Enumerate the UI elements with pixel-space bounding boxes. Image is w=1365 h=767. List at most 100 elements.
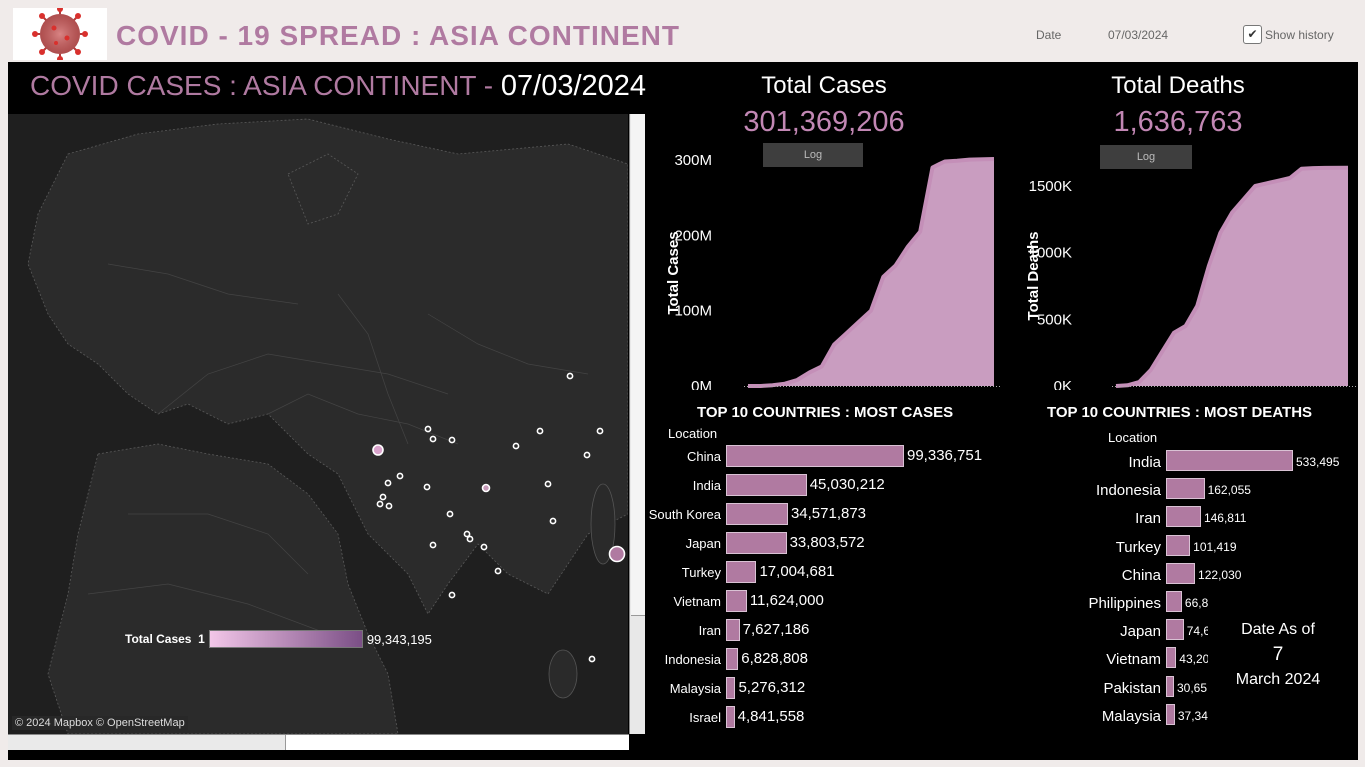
- date-as-of-month-year: March 2024: [1235, 671, 1321, 688]
- map-point[interactable]: [423, 483, 431, 491]
- bar[interactable]: [726, 561, 757, 583]
- map-point-turkey[interactable]: [372, 444, 384, 456]
- bar-value-label: 533,495: [1296, 455, 1340, 469]
- bar-value-label: 30,65: [1177, 680, 1208, 695]
- map-point[interactable]: [549, 517, 557, 525]
- map-point[interactable]: [448, 436, 456, 444]
- bar[interactable]: [726, 445, 904, 467]
- show-history-toggle[interactable]: ✔ Show history: [1243, 25, 1334, 44]
- map-point[interactable]: [466, 535, 474, 543]
- bar-category-label: Israel: [689, 710, 721, 725]
- map-point[interactable]: [396, 472, 404, 480]
- cases-log-scale-button[interactable]: Log: [763, 143, 863, 167]
- date-filter-value[interactable]: 07/03/2024: [1108, 28, 1169, 42]
- map-point[interactable]: [588, 655, 596, 663]
- map-point[interactable]: [566, 372, 574, 380]
- bar[interactable]: [726, 706, 735, 728]
- map-case-points: [372, 372, 626, 663]
- map-color-legend: Total Cases 1 99,343,195: [125, 630, 432, 648]
- y-axis-title: Total Deaths: [1025, 232, 1042, 321]
- bar[interactable]: [1166, 534, 1191, 556]
- bar-row[interactable]: Israel 4,841,558: [644, 706, 1004, 730]
- bar[interactable]: [1166, 450, 1293, 471]
- map-point[interactable]: [376, 500, 384, 508]
- bar-row[interactable]: Philippines 66,8: [1043, 591, 1365, 615]
- bar[interactable]: [726, 619, 740, 641]
- asia-map[interactable]: Total Cases 1 99,343,195 © 2024 Mapbox ©…: [8, 114, 628, 734]
- horizontal-scroll-thumb[interactable]: [8, 735, 286, 750]
- map-point[interactable]: [583, 451, 591, 459]
- bar[interactable]: [726, 503, 788, 525]
- map-point[interactable]: [424, 425, 432, 433]
- bar[interactable]: [726, 677, 736, 699]
- bar-row[interactable]: Japan 74,6: [1043, 619, 1365, 643]
- map-point[interactable]: [494, 567, 502, 575]
- map-horizontal-scrollbar[interactable]: [8, 734, 629, 750]
- map-attribution[interactable]: © 2024 Mapbox © OpenStreetMap: [12, 716, 188, 730]
- map-point-iran[interactable]: [481, 483, 491, 493]
- bar-row[interactable]: India 533,495: [1043, 450, 1365, 474]
- map-vertical-scrollbar[interactable]: [629, 114, 645, 734]
- map-point[interactable]: [448, 591, 456, 599]
- map-point[interactable]: [512, 442, 520, 450]
- map-point[interactable]: [429, 435, 437, 443]
- legend-label: Total Cases: [125, 632, 192, 646]
- area-series[interactable]: [1116, 167, 1348, 386]
- bar-row[interactable]: Malaysia 5,276,312: [644, 677, 1004, 701]
- map-point[interactable]: [385, 502, 393, 510]
- map-point[interactable]: [463, 530, 471, 538]
- bar[interactable]: [726, 474, 807, 496]
- map-point[interactable]: [384, 479, 392, 487]
- bar-row[interactable]: Vietnam 43,20: [1043, 647, 1365, 671]
- map-point[interactable]: [596, 427, 604, 435]
- bar-category-label: Iran: [1135, 510, 1161, 528]
- bar-row[interactable]: Iran 146,811: [1043, 506, 1365, 530]
- bar-row[interactable]: Japan 33,803,572: [644, 532, 1004, 556]
- bar-category-label: Indonesia: [664, 652, 721, 667]
- bar[interactable]: [726, 532, 787, 554]
- total-deaths-area-chart[interactable]: 0K 500K 1000K 1500K Total Deaths: [1008, 150, 1358, 390]
- bar-value-label: 45,030,212: [809, 476, 885, 493]
- bar-value-label: 6,828,808: [741, 650, 808, 667]
- bar[interactable]: [1166, 647, 1177, 669]
- vertical-scroll-thumb[interactable]: [631, 114, 645, 616]
- bar[interactable]: [1166, 562, 1196, 584]
- bar[interactable]: [1166, 478, 1205, 500]
- show-history-checkbox[interactable]: ✔: [1243, 25, 1262, 44]
- total-cases-area-chart[interactable]: 0M 100M 200M 300M Total Cases: [648, 150, 1000, 390]
- bar[interactable]: [1166, 703, 1175, 725]
- map-point[interactable]: [446, 510, 454, 518]
- bar-row[interactable]: India 45,030,212: [644, 474, 1004, 498]
- bar-row[interactable]: Turkey 101,419: [1043, 534, 1365, 559]
- bar-row[interactable]: Vietnam 11,624,000: [644, 590, 1004, 614]
- map-point[interactable]: [536, 427, 544, 435]
- bar[interactable]: [1166, 591, 1182, 612]
- bar-row[interactable]: Indonesia 162,055: [1043, 478, 1365, 502]
- deaths-log-scale-button[interactable]: Log: [1100, 145, 1192, 169]
- bar-value-label: 43,20: [1179, 652, 1210, 667]
- map-point[interactable]: [480, 543, 488, 551]
- bar[interactable]: [1166, 675, 1174, 697]
- map-point[interactable]: [429, 541, 437, 549]
- bar-row[interactable]: Indonesia 6,828,808: [644, 648, 1004, 672]
- bar-row[interactable]: Malaysia 37,34: [1043, 703, 1365, 728]
- bar[interactable]: [1166, 506, 1201, 528]
- bar[interactable]: [726, 648, 739, 670]
- bar-row[interactable]: Pakistan 30,65: [1043, 675, 1365, 700]
- map-point[interactable]: [379, 493, 387, 501]
- bar[interactable]: [1166, 619, 1184, 641]
- area-series[interactable]: [748, 159, 994, 386]
- bar[interactable]: [726, 590, 747, 612]
- total-cases-value: 301,369,206: [743, 106, 905, 138]
- map-point-china[interactable]: [608, 545, 626, 563]
- bar-row[interactable]: China 122,030: [1043, 562, 1365, 587]
- bar-row[interactable]: Turkey 17,004,681: [644, 561, 1004, 585]
- map-point[interactable]: [544, 480, 552, 488]
- bar-category-label: India: [692, 478, 721, 493]
- y-tick-label: 200M: [674, 227, 712, 244]
- bar-row[interactable]: China 99,336,751: [644, 445, 1004, 469]
- bar-row[interactable]: South Korea 34,571,873: [644, 503, 1004, 527]
- bar-row[interactable]: Iran 7,627,186: [644, 619, 1004, 643]
- bar-category-label: India: [1128, 454, 1161, 471]
- bar-category-label: Malaysia: [1101, 707, 1161, 725]
